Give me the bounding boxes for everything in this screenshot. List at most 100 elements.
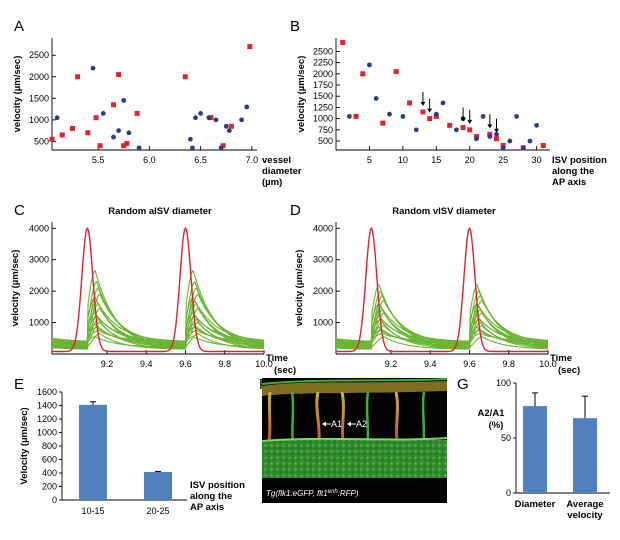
green-series-line	[51, 315, 264, 342]
category-label: 10-15	[81, 506, 104, 516]
x-tick-label: 10	[398, 155, 408, 165]
category-label: velocity	[567, 510, 603, 521]
arrow-head	[420, 101, 426, 106]
green-series-line	[51, 296, 265, 342]
x-tick-label: 5	[367, 155, 372, 165]
data-point-square	[247, 44, 253, 50]
y-tick-label: 0	[52, 495, 57, 505]
chart-a-diameter-scatter: 500 1000 1500 2000 2500 5.5 6.0 6.5 7.0 velocity …	[12, 38, 302, 188]
data-point-circle	[136, 145, 142, 151]
data-point-square	[124, 141, 130, 147]
data-point-square	[228, 123, 234, 129]
panel-letter-d: D	[290, 202, 301, 219]
data-point-circle	[413, 127, 419, 133]
green-series-line	[336, 318, 548, 342]
data-point-circle	[206, 115, 212, 121]
x-tick-label: 9.8	[218, 359, 231, 369]
data-point-circle	[367, 62, 372, 68]
chart-d-visv-velocity: Random vISV diameter 1000 2000 3000 4000 9.2 9…	[294, 206, 580, 376]
y-axis-label: (%)	[489, 420, 504, 431]
red-series-line	[52, 227, 265, 353]
x-axis-label: ISV position	[552, 155, 607, 166]
y-tick-label: 200	[42, 482, 57, 492]
data-point-circle	[121, 98, 127, 103]
y-tick-label: 500	[318, 136, 333, 146]
data-point-square	[70, 125, 75, 131]
y-tick-label: 1600	[37, 387, 57, 397]
y-tick-label: 2500	[313, 46, 333, 56]
data-point-square	[494, 136, 499, 142]
arrow-head	[427, 108, 433, 113]
data-point-circle	[433, 111, 439, 117]
green-series-line	[52, 336, 264, 348]
x-tick-label: 9.2	[101, 359, 114, 369]
x-axis-label: (µm)	[262, 177, 282, 188]
category-label: 20-25	[146, 506, 169, 516]
data-point-circle	[487, 134, 493, 139]
x-tick-label: 7.0	[246, 155, 259, 165]
data-point-circle	[198, 110, 204, 116]
category-label: Diameter	[515, 499, 556, 510]
data-point-square	[116, 72, 122, 78]
arrow-head	[494, 128, 499, 133]
data-point-circle	[480, 114, 486, 119]
y-tick-label: 100	[496, 378, 511, 388]
data-point-circle	[190, 145, 195, 151]
data-point-circle	[244, 104, 250, 110]
data-point-circle	[193, 115, 198, 121]
data-point-square	[467, 127, 473, 133]
y-tick-label: 3000	[29, 255, 49, 265]
data-point-circle	[213, 117, 219, 123]
data-point-square	[447, 122, 453, 128]
data-point-square	[460, 125, 466, 131]
data-point-square	[111, 102, 116, 108]
data-point-square	[427, 116, 433, 122]
y-tick-label: 1000	[29, 318, 49, 328]
green-series-line	[51, 312, 265, 344]
y-tick-label: 1000	[37, 428, 57, 438]
x-axis-label: Time	[550, 353, 572, 364]
x-axis-label: AP axis	[552, 177, 586, 188]
green-series-line	[335, 329, 548, 344]
panel-letter-c: C	[14, 202, 25, 219]
data-point-square	[97, 143, 103, 149]
y-tick-label: 1200	[37, 414, 57, 424]
data-point-circle	[500, 145, 506, 151]
x-tick-label: 9.8	[502, 359, 515, 369]
transgenic-caption: Tg(flk1:eGFP, flt1enh:RFP)	[266, 489, 359, 498]
bar	[573, 418, 597, 493]
x-tick-label: 9.4	[424, 359, 437, 369]
x-tick-label: 5.5	[92, 155, 105, 165]
x-axis-label: ISV position	[190, 480, 245, 491]
panel-letter-g: G	[457, 376, 469, 393]
data-point-square	[220, 143, 226, 149]
data-point-square	[360, 71, 366, 77]
x-tick-label: 6.5	[194, 155, 207, 165]
data-point-circle	[218, 145, 224, 151]
x-axis-label: AP axis	[190, 502, 224, 513]
data-point-circle	[520, 145, 526, 151]
y-tick-label: 2000	[29, 286, 49, 296]
y-tick-label: 1500	[313, 91, 333, 101]
chart-title: Random aISV diameter	[108, 206, 212, 217]
data-point-circle	[400, 114, 406, 119]
green-series-line	[336, 336, 548, 350]
data-point-circle	[226, 128, 232, 134]
y-tick-label: 2500	[29, 50, 49, 60]
data-point-circle	[346, 114, 352, 119]
chart-e-velocity-bar: 0 200 400 600 800 1000 1200 1400 1600 Velocity (µ…	[19, 387, 245, 516]
x-axis-label: (sec)	[274, 365, 296, 376]
y-tick-label: 600	[42, 455, 57, 465]
data-point-circle	[453, 127, 459, 133]
data-point-circle	[126, 130, 132, 136]
y-axis-label: Velocity (µm/sec)	[19, 407, 30, 484]
y-tick-label: 0	[506, 488, 511, 498]
data-point-circle	[116, 128, 122, 134]
data-point-square	[59, 132, 65, 138]
x-tick-label: 9.6	[463, 359, 476, 369]
chart-c-aisv-velocity: Random aISV diameter 1000 2000 3000 4000 9.2 9…	[10, 206, 296, 376]
x-tick-label: 15	[431, 155, 441, 165]
